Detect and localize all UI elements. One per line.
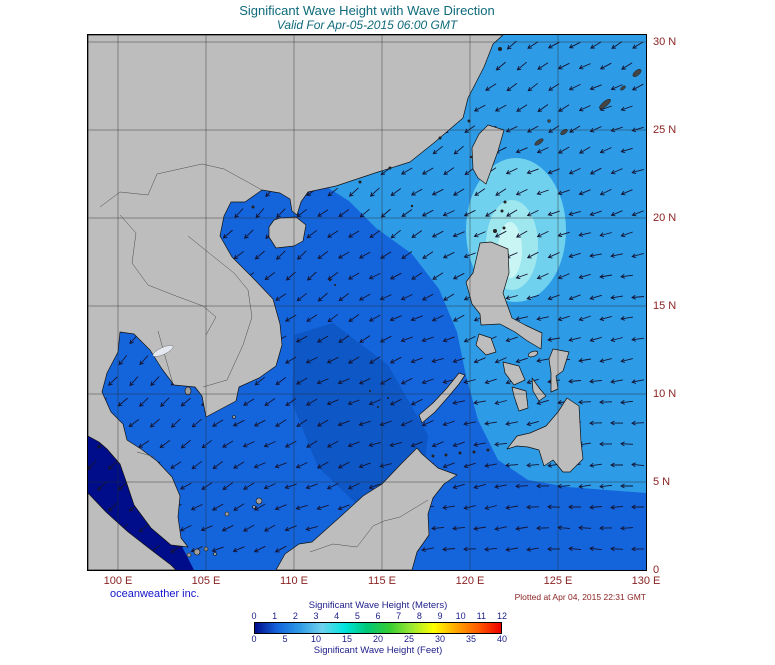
land-palawan xyxy=(418,372,466,424)
border-thailand-cambodia xyxy=(157,330,174,385)
colorbar-tick: 0 xyxy=(251,611,257,621)
land-mindanao xyxy=(506,397,584,473)
paracel-islands xyxy=(328,278,332,282)
plotted-timestamp: Plotted at Apr 04, 2015 22:31 GMT xyxy=(514,592,646,602)
colorbar-tick: 40 xyxy=(496,634,508,644)
credit-text: oceanweather inc. xyxy=(110,588,200,600)
bintan xyxy=(193,548,201,556)
colorbar-tick: 7 xyxy=(396,611,402,621)
border-borneo xyxy=(309,499,429,553)
con-dao xyxy=(232,415,236,419)
land-luzon xyxy=(465,241,543,350)
colorbar-feet-ticks: 0 5 10 15 20 25 30 35 40 xyxy=(251,634,507,645)
colorbar-meters-ticks: 0 1 2 3 4 5 6 7 8 9 10 11 12 xyxy=(251,611,507,622)
colorbar-tick: 5 xyxy=(282,634,288,644)
colorbar-feet-label: Significant Wave Height (Feet) xyxy=(313,645,443,656)
colorbar-tick: 9 xyxy=(437,611,443,621)
border-china-vietnam xyxy=(99,163,263,208)
colorbar-tick: 3 xyxy=(313,611,319,621)
map-svg xyxy=(88,35,646,570)
land-sumatra xyxy=(88,492,177,570)
lat-label: 30 N xyxy=(653,36,677,48)
anambas-islands xyxy=(224,511,230,517)
colorbar-tick: 20 xyxy=(372,634,384,644)
colorbar-tick: 15 xyxy=(341,634,353,644)
map-frame xyxy=(87,34,647,571)
colorbar-tick: 0 xyxy=(251,634,257,644)
ocean-central-scs xyxy=(292,323,428,517)
colorbar-tick: 2 xyxy=(292,611,298,621)
small-islands xyxy=(184,47,642,558)
land-cebu-bohol xyxy=(531,377,547,402)
border-vietnam-laos-cambodia xyxy=(187,235,253,388)
land-borneo xyxy=(275,447,458,570)
natuna-islands xyxy=(255,497,263,505)
colorbar-tick: 4 xyxy=(334,611,340,621)
lat-label: 10 N xyxy=(653,388,677,400)
colorbar-tick: 35 xyxy=(465,634,477,644)
sulu-archipelago xyxy=(431,454,435,458)
colorbar-tick: 8 xyxy=(416,611,422,621)
land-masbate xyxy=(527,350,539,358)
colorbar-tick: 10 xyxy=(455,611,466,621)
colorbar-tick: 30 xyxy=(434,634,446,644)
babuyan-islands xyxy=(493,229,497,233)
spratly-islands xyxy=(369,390,371,392)
lon-label: 125 E xyxy=(543,575,573,587)
lat-label: 5 N xyxy=(653,476,671,488)
land-masses xyxy=(88,35,584,570)
colorbar-tick: 5 xyxy=(354,611,360,621)
chart-title: Significant Wave Height with Wave Direct… xyxy=(239,3,495,18)
colorbar-tick: 11 xyxy=(476,611,486,621)
phu-quoc xyxy=(184,386,192,396)
lon-label: 110 E xyxy=(280,575,308,587)
colorbar-gradient xyxy=(254,622,502,634)
colorbar-tick: 12 xyxy=(496,611,508,621)
ryukyu-islands xyxy=(534,138,544,146)
land-hainan xyxy=(268,216,307,249)
lat-label: 15 N xyxy=(653,300,677,312)
lon-label: 130 E xyxy=(631,575,661,587)
tonle-sap-lake xyxy=(152,345,174,357)
lon-label: 115 E xyxy=(368,575,396,587)
chart-subtitle: Valid For Apr-05-2015 06:00 GMT xyxy=(276,18,458,32)
land-panay xyxy=(502,361,526,386)
pratas-island xyxy=(410,204,414,208)
lat-label: 20 N xyxy=(653,212,677,224)
lon-label: 105 E xyxy=(191,575,221,587)
grid-lines xyxy=(88,35,646,570)
border-malaysia-thailand xyxy=(136,451,156,458)
lat-label: 0 xyxy=(653,564,660,576)
lon-label: 120 E xyxy=(455,575,485,587)
colorbar-tick: 1 xyxy=(272,611,278,621)
colorbar-meters-label: Significant Wave Height (Meters) xyxy=(308,600,448,611)
land-negros xyxy=(511,386,529,412)
lat-label: 25 N xyxy=(653,124,677,136)
colorbar-tick: 6 xyxy=(375,611,381,621)
lon-label: 100 E xyxy=(103,575,133,587)
colorbar-tick: 25 xyxy=(403,634,415,644)
colorbar-tick: 10 xyxy=(310,634,322,644)
batanes-islands xyxy=(500,209,504,213)
title-block: Significant Wave Height with Wave Direct… xyxy=(88,3,646,32)
land-mindoro xyxy=(475,333,497,356)
border-thailand-laos xyxy=(119,214,217,336)
